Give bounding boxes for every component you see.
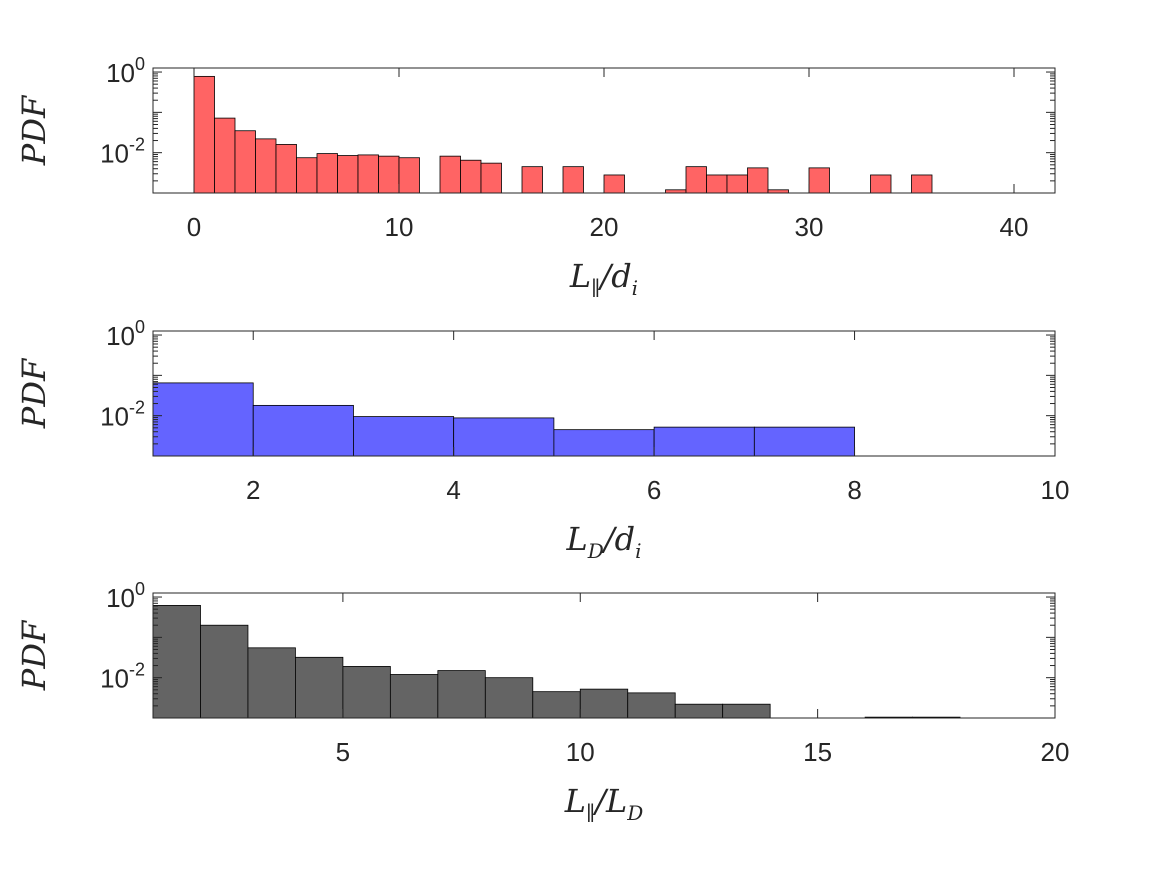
bar <box>706 174 728 194</box>
y-tick-labels-top: 100 10-2 <box>100 54 145 169</box>
histogram-middle: 2 4 6 8 10 100 10-2 PDF LD/di <box>15 317 1069 563</box>
bar <box>252 404 354 457</box>
y-tick-label: 10-2 <box>100 660 145 694</box>
y-minor-ticks-bottom <box>153 596 1055 719</box>
x-axis-title: L∥/di <box>569 257 638 300</box>
y-axis-title: PDF <box>15 619 53 691</box>
bar <box>480 162 502 194</box>
y-tick-label: 100 <box>106 317 145 351</box>
bar <box>532 691 581 719</box>
x-tick-label: 10 <box>385 212 414 242</box>
y-tick-labels-middle: 100 10-2 <box>100 317 145 432</box>
bar <box>603 174 625 194</box>
y-axis-title: PDF <box>15 94 53 166</box>
bar <box>378 155 400 194</box>
bar <box>726 174 748 194</box>
x-tick-label: 6 <box>647 475 661 505</box>
bar <box>553 429 655 457</box>
bar <box>200 624 249 719</box>
bar <box>247 647 296 719</box>
bar <box>579 688 629 719</box>
bar <box>808 167 830 194</box>
bar <box>627 692 676 719</box>
bar <box>295 656 344 719</box>
y-minor-ticks-top <box>153 71 1055 194</box>
axes-box-middle <box>152 330 1056 457</box>
bar <box>152 382 254 457</box>
x-tick-label: 30 <box>795 212 824 242</box>
y-tick-label: 100 <box>106 54 145 88</box>
x-tick-label: 0 <box>187 212 201 242</box>
bar <box>234 130 256 194</box>
bar <box>193 75 215 194</box>
bars-middle <box>152 382 955 457</box>
bar <box>484 677 534 719</box>
y-axis-title: PDF <box>15 357 53 429</box>
x-axis-title: LD/di <box>566 520 642 563</box>
x-tick-label: 10 <box>566 737 595 767</box>
x-tick-label: 10 <box>1041 475 1070 505</box>
x-tick-label: 15 <box>803 737 832 767</box>
x-tick-label: 8 <box>847 475 861 505</box>
bar <box>685 166 707 194</box>
bar <box>255 138 277 194</box>
x-ticks-middle: 2 4 6 8 10 <box>246 331 1069 505</box>
bar <box>152 605 201 719</box>
bar <box>911 174 933 194</box>
histogram-top: 0 10 20 30 40 100 10-2 PDF L∥/di <box>15 54 1056 300</box>
y-tick-label: 100 <box>106 579 145 613</box>
bar <box>460 159 482 194</box>
bar <box>353 416 455 457</box>
bar <box>653 426 755 457</box>
y-minor-ticks-middle <box>153 334 1055 457</box>
x-tick-label: 40 <box>1000 212 1029 242</box>
bar <box>316 153 338 194</box>
bar <box>296 157 318 194</box>
x-ticks-top: 0 10 20 30 40 <box>187 68 1029 242</box>
axes-box-bottom <box>152 592 1056 719</box>
bar <box>562 166 584 194</box>
x-axis-title: L∥/LD <box>564 782 644 825</box>
x-tick-label: 5 <box>336 737 350 767</box>
bar <box>437 670 486 719</box>
histogram-bottom: 5 10 15 20 100 10-2 PDF L∥/LD <box>15 579 1069 825</box>
bar <box>214 117 236 194</box>
x-tick-label: 2 <box>246 475 260 505</box>
y-tick-label: 10-2 <box>100 135 145 169</box>
bar <box>870 174 892 194</box>
bar <box>747 167 769 194</box>
y-tick-labels-bottom: 100 10-2 <box>100 579 145 694</box>
x-ticks-bottom: 5 10 15 20 <box>336 593 1070 767</box>
x-tick-label: 20 <box>590 212 619 242</box>
bar <box>337 155 359 194</box>
x-tick-label: 4 <box>446 475 460 505</box>
bar <box>453 417 555 457</box>
bar <box>357 154 379 194</box>
y-tick-label: 10-2 <box>100 398 145 432</box>
bar <box>389 674 439 719</box>
bar <box>398 157 420 194</box>
bars-bottom <box>152 605 961 719</box>
bar <box>521 166 543 194</box>
bars-top <box>193 75 933 194</box>
x-tick-label: 20 <box>1041 737 1070 767</box>
bar <box>753 426 855 457</box>
bar <box>722 703 771 719</box>
bar <box>674 703 724 719</box>
bar <box>439 155 461 194</box>
bar <box>275 144 297 194</box>
bar <box>342 666 391 719</box>
